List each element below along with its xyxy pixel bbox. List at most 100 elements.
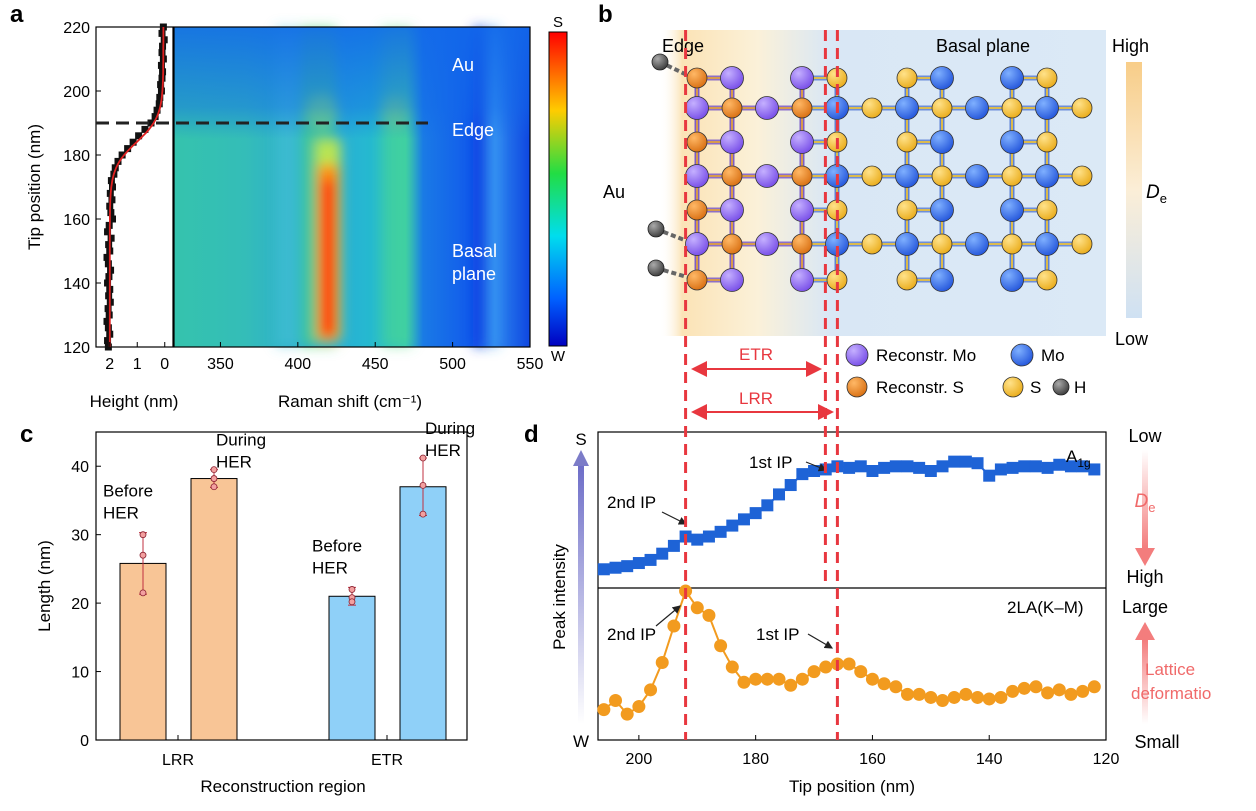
2la-point <box>795 672 809 686</box>
s-atom <box>861 97 883 119</box>
2la-1st-ip-arrow <box>807 633 834 649</box>
d-x-tick-label: 200 <box>626 751 653 768</box>
a1g-point <box>1053 458 1066 471</box>
c-y-tick-label: 0 <box>80 733 89 750</box>
replicate-point <box>348 586 356 593</box>
height-profile-frame <box>95 26 174 348</box>
height-point <box>155 100 163 108</box>
raman-shift-ticks: 350 400 450 500 550 <box>207 342 543 373</box>
2la-series-label: 2LA(K–M) <box>1007 598 1084 617</box>
height-point <box>109 215 116 223</box>
height-fit-curve <box>108 27 165 347</box>
y-tick-label: 160 <box>63 212 90 229</box>
reconstr-mo-atom <box>755 164 779 188</box>
h-atom <box>651 53 669 71</box>
legend-reconstr-s-swatch <box>846 376 868 398</box>
d-x-tick-label: 160 <box>859 751 886 768</box>
2la-point <box>749 672 763 686</box>
reconstr-s-atom <box>686 199 708 221</box>
bar <box>190 478 238 741</box>
bar-annotation: Before <box>312 536 362 555</box>
2la-point <box>667 619 681 633</box>
height-point <box>104 305 112 313</box>
reconstr-mo-atom <box>790 198 814 222</box>
tip-position-ticks: 120 140 160 180 200 220 <box>63 20 101 357</box>
label-edge: Edge <box>662 36 704 56</box>
a1g-point <box>878 461 891 474</box>
height-point <box>118 151 126 159</box>
h-bond <box>655 227 688 243</box>
a1g-point <box>983 469 996 482</box>
a1g-point <box>737 513 750 526</box>
region-basal-line1: Basal <box>452 241 497 261</box>
height-point <box>141 125 149 133</box>
reconstr-mo-atom <box>720 66 744 90</box>
reconstr-mo-atom <box>685 96 709 120</box>
a1g-line <box>603 460 1095 571</box>
2la-point <box>1087 680 1101 694</box>
region-au: Au <box>452 55 474 75</box>
2la-point <box>760 672 774 686</box>
a1g-2nd-ip-label: 2nd IP <box>607 493 656 512</box>
de-arrow-shaft <box>1142 450 1148 548</box>
raman-tick-label: 550 <box>517 356 544 373</box>
s-atom <box>896 67 918 89</box>
replicate-point <box>139 531 147 539</box>
replicate-point <box>419 510 427 518</box>
replicate-point <box>139 589 147 597</box>
s-atom <box>1001 165 1023 187</box>
atom-legend: Reconstr. Mo Mo Reconstr. S S H <box>845 343 1086 398</box>
mo-atom <box>1000 66 1024 90</box>
d-x-tick-label: 120 <box>1093 751 1120 768</box>
2la-point <box>1052 683 1066 697</box>
2la-2nd-ip-arrow <box>655 605 681 627</box>
a1g-point <box>1018 460 1031 473</box>
2la-point <box>1064 687 1078 701</box>
legend-reconstr-mo: Reconstr. Mo <box>876 346 976 365</box>
a1g-point <box>796 468 809 481</box>
2la-point <box>924 690 938 704</box>
lattice-arrow-shaft <box>1142 640 1148 724</box>
height-profile-plot <box>103 23 168 351</box>
x-tick-label: 1 <box>133 356 142 373</box>
2la-point <box>982 692 996 706</box>
s-atom <box>1071 233 1093 255</box>
2la-point <box>807 665 821 679</box>
mo-atom <box>895 164 919 188</box>
legend-s-swatch <box>1002 376 1024 398</box>
reconstr-s-atom <box>721 165 743 187</box>
intensity-top-s: S <box>575 430 586 449</box>
panel-label-a: a <box>10 1 24 28</box>
mo-atom <box>930 66 954 90</box>
2la-point <box>1029 680 1043 694</box>
mo-atom <box>1035 96 1059 120</box>
lattice-label-2: deformatio <box>1131 684 1211 703</box>
c-xlabel: Reconstruction region <box>200 777 365 796</box>
mo-atom <box>1000 198 1024 222</box>
mo-atom <box>930 268 954 292</box>
a1g-point <box>843 461 856 474</box>
2la-point <box>971 690 985 704</box>
intensity-frame <box>597 431 1107 741</box>
2la-point <box>900 687 914 701</box>
2la-point <box>1076 684 1090 698</box>
2la-point <box>959 687 973 701</box>
a1g-point <box>1064 460 1077 473</box>
reconstr-mo-atom <box>720 198 744 222</box>
replicate-point <box>139 551 147 559</box>
mo-atom <box>1035 164 1059 188</box>
height-point <box>103 317 111 325</box>
panel-label-b: b <box>598 1 613 28</box>
reconstr-mo-atom <box>755 232 779 256</box>
bar-annotation: Before <box>103 482 153 501</box>
h-bond <box>655 266 688 279</box>
height-point <box>105 241 113 249</box>
height-point <box>104 343 112 351</box>
a1g-point <box>702 530 715 543</box>
a1g-point <box>597 563 610 576</box>
colorbar-top-label: S <box>553 14 563 31</box>
y-tick-label: 220 <box>63 20 90 37</box>
bar <box>399 486 447 741</box>
s-atom <box>1036 67 1058 89</box>
